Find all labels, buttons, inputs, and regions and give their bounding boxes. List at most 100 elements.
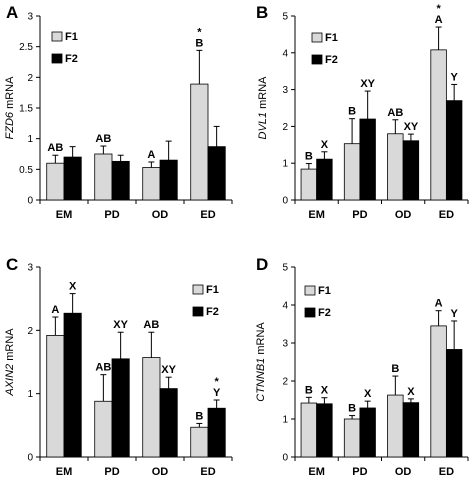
x-tick-label: ED <box>439 209 454 221</box>
significance-label: * <box>214 376 219 388</box>
x-tick-label: ED <box>439 466 454 477</box>
bar-f1-pd <box>94 400 113 458</box>
legend-swatch-f1 <box>192 284 204 295</box>
legend-label-f2: F2 <box>318 307 331 319</box>
bar-f2-ed <box>445 100 463 201</box>
y-tick-label: 2.5 <box>19 42 33 53</box>
significance-label: X <box>69 281 77 293</box>
panel-c: C AXIN2 mRNA 0 1 2 3 EM PD OD ED AX AB XY AB XY BY* F1 F2 <box>4 255 233 477</box>
legend-label-f1: F1 <box>318 285 331 297</box>
significance-label: A <box>435 298 443 310</box>
y-tick-label: 1 <box>282 159 288 170</box>
significance-label: B <box>305 151 313 163</box>
y-tick-label: 2 <box>27 326 33 337</box>
y-tick-label: 3 <box>27 12 33 23</box>
bar-f1-pd <box>343 418 361 458</box>
significance-label: XY <box>404 121 419 133</box>
legend-swatch-f2 <box>192 306 204 317</box>
bar-f1-em <box>46 162 65 201</box>
y-tick-label: 2 <box>27 73 33 84</box>
significance-label: Y <box>213 387 221 399</box>
bar-f2-od <box>402 402 420 458</box>
significance-label: X <box>321 139 329 151</box>
y-axis-unit: mRNA <box>4 76 16 112</box>
panel-letter: C <box>6 255 18 274</box>
y-tick-label: 3 <box>282 339 288 350</box>
significance-label: AB <box>387 107 403 119</box>
x-tick-label: ED <box>200 209 215 221</box>
y-tick-label: 2 <box>282 122 288 133</box>
significance-label: A <box>51 304 59 316</box>
bar-f1-od <box>387 394 404 458</box>
significance-label: X <box>364 388 372 400</box>
legend-swatch-f2 <box>304 307 316 318</box>
y-tick-label: 3 <box>27 263 33 274</box>
y-tick-label: 5 <box>282 12 288 23</box>
legend-swatch-f2 <box>311 54 323 65</box>
legend-swatch-f1 <box>51 31 63 42</box>
bar-f2-ed <box>445 349 463 458</box>
y-axis-gene: AXIN2 <box>4 364 16 397</box>
y-tick-label: 0 <box>282 453 288 464</box>
y-axis-unit: mRNA <box>4 328 16 364</box>
y-tick-label: 3 <box>282 85 288 96</box>
y-axis-label: DVL1 mRNA <box>257 76 269 140</box>
y-tick-label: 0 <box>27 196 33 207</box>
bar-f2-od <box>159 159 178 201</box>
significance-label: B <box>195 410 203 422</box>
y-axis-label: AXIN2 mRNA <box>4 328 16 397</box>
significance-label: A <box>435 14 443 26</box>
bar-f1-od <box>142 167 161 201</box>
legend-label-f1: F1 <box>206 284 219 296</box>
legend-label-f2: F2 <box>325 54 338 66</box>
panel-letter: D <box>256 255 268 274</box>
significance-label: B <box>195 37 203 49</box>
y-tick-label: 1 <box>27 389 33 400</box>
significance-label: AB <box>47 142 63 154</box>
x-tick-label: OD <box>152 209 169 221</box>
x-tick-label: EM <box>56 466 73 477</box>
bar-f2-em <box>316 403 333 458</box>
significance-label: B <box>391 363 399 375</box>
significance-label: B <box>305 384 313 396</box>
y-axis-unit: mRNA <box>257 76 269 112</box>
legend-label-f2: F2 <box>65 53 78 65</box>
panel-letter: A <box>6 3 18 22</box>
bar-f2-ed <box>207 146 226 201</box>
y-axis-gene: DVL1 <box>257 112 269 140</box>
x-tick-label: PD <box>352 209 367 221</box>
y-axis-label: CTNNB1 mRNA <box>255 322 267 402</box>
bar-f1-od <box>142 357 161 458</box>
y-tick-label: 0.5 <box>19 165 33 176</box>
significance-label: * <box>197 26 202 38</box>
bar-f1-pd <box>343 143 361 201</box>
y-tick-label: 1.5 <box>19 104 33 115</box>
y-tick-label: 4 <box>282 48 288 59</box>
bar-f1-ed <box>430 49 447 201</box>
significance-label: X <box>321 385 329 397</box>
significance-label: AB <box>95 133 111 145</box>
bar-f2-em <box>63 156 82 201</box>
y-tick-label: 0 <box>27 453 33 464</box>
x-tick-label: EM <box>308 209 325 221</box>
x-tick-label: OD <box>395 209 412 221</box>
significance-label: Y <box>450 71 458 83</box>
bar-f2-pd <box>359 407 376 458</box>
legend-label-f2: F2 <box>206 306 219 318</box>
x-tick-label: PD <box>104 209 119 221</box>
bar-f1-em <box>300 168 318 201</box>
bar-f1-em <box>46 334 65 458</box>
y-axis-unit: mRNA <box>255 322 267 358</box>
significance-label: XY <box>113 319 128 331</box>
x-tick-label: EM <box>308 466 325 477</box>
significance-label: B <box>348 106 356 118</box>
y-tick-label: 0 <box>282 196 288 207</box>
y-axis-gene: FZD6 <box>4 111 16 139</box>
significance-label: AB <box>95 362 111 374</box>
bar-f2-em <box>316 158 333 201</box>
bar-f1-ed <box>190 83 209 201</box>
significance-label: XY <box>360 78 375 90</box>
